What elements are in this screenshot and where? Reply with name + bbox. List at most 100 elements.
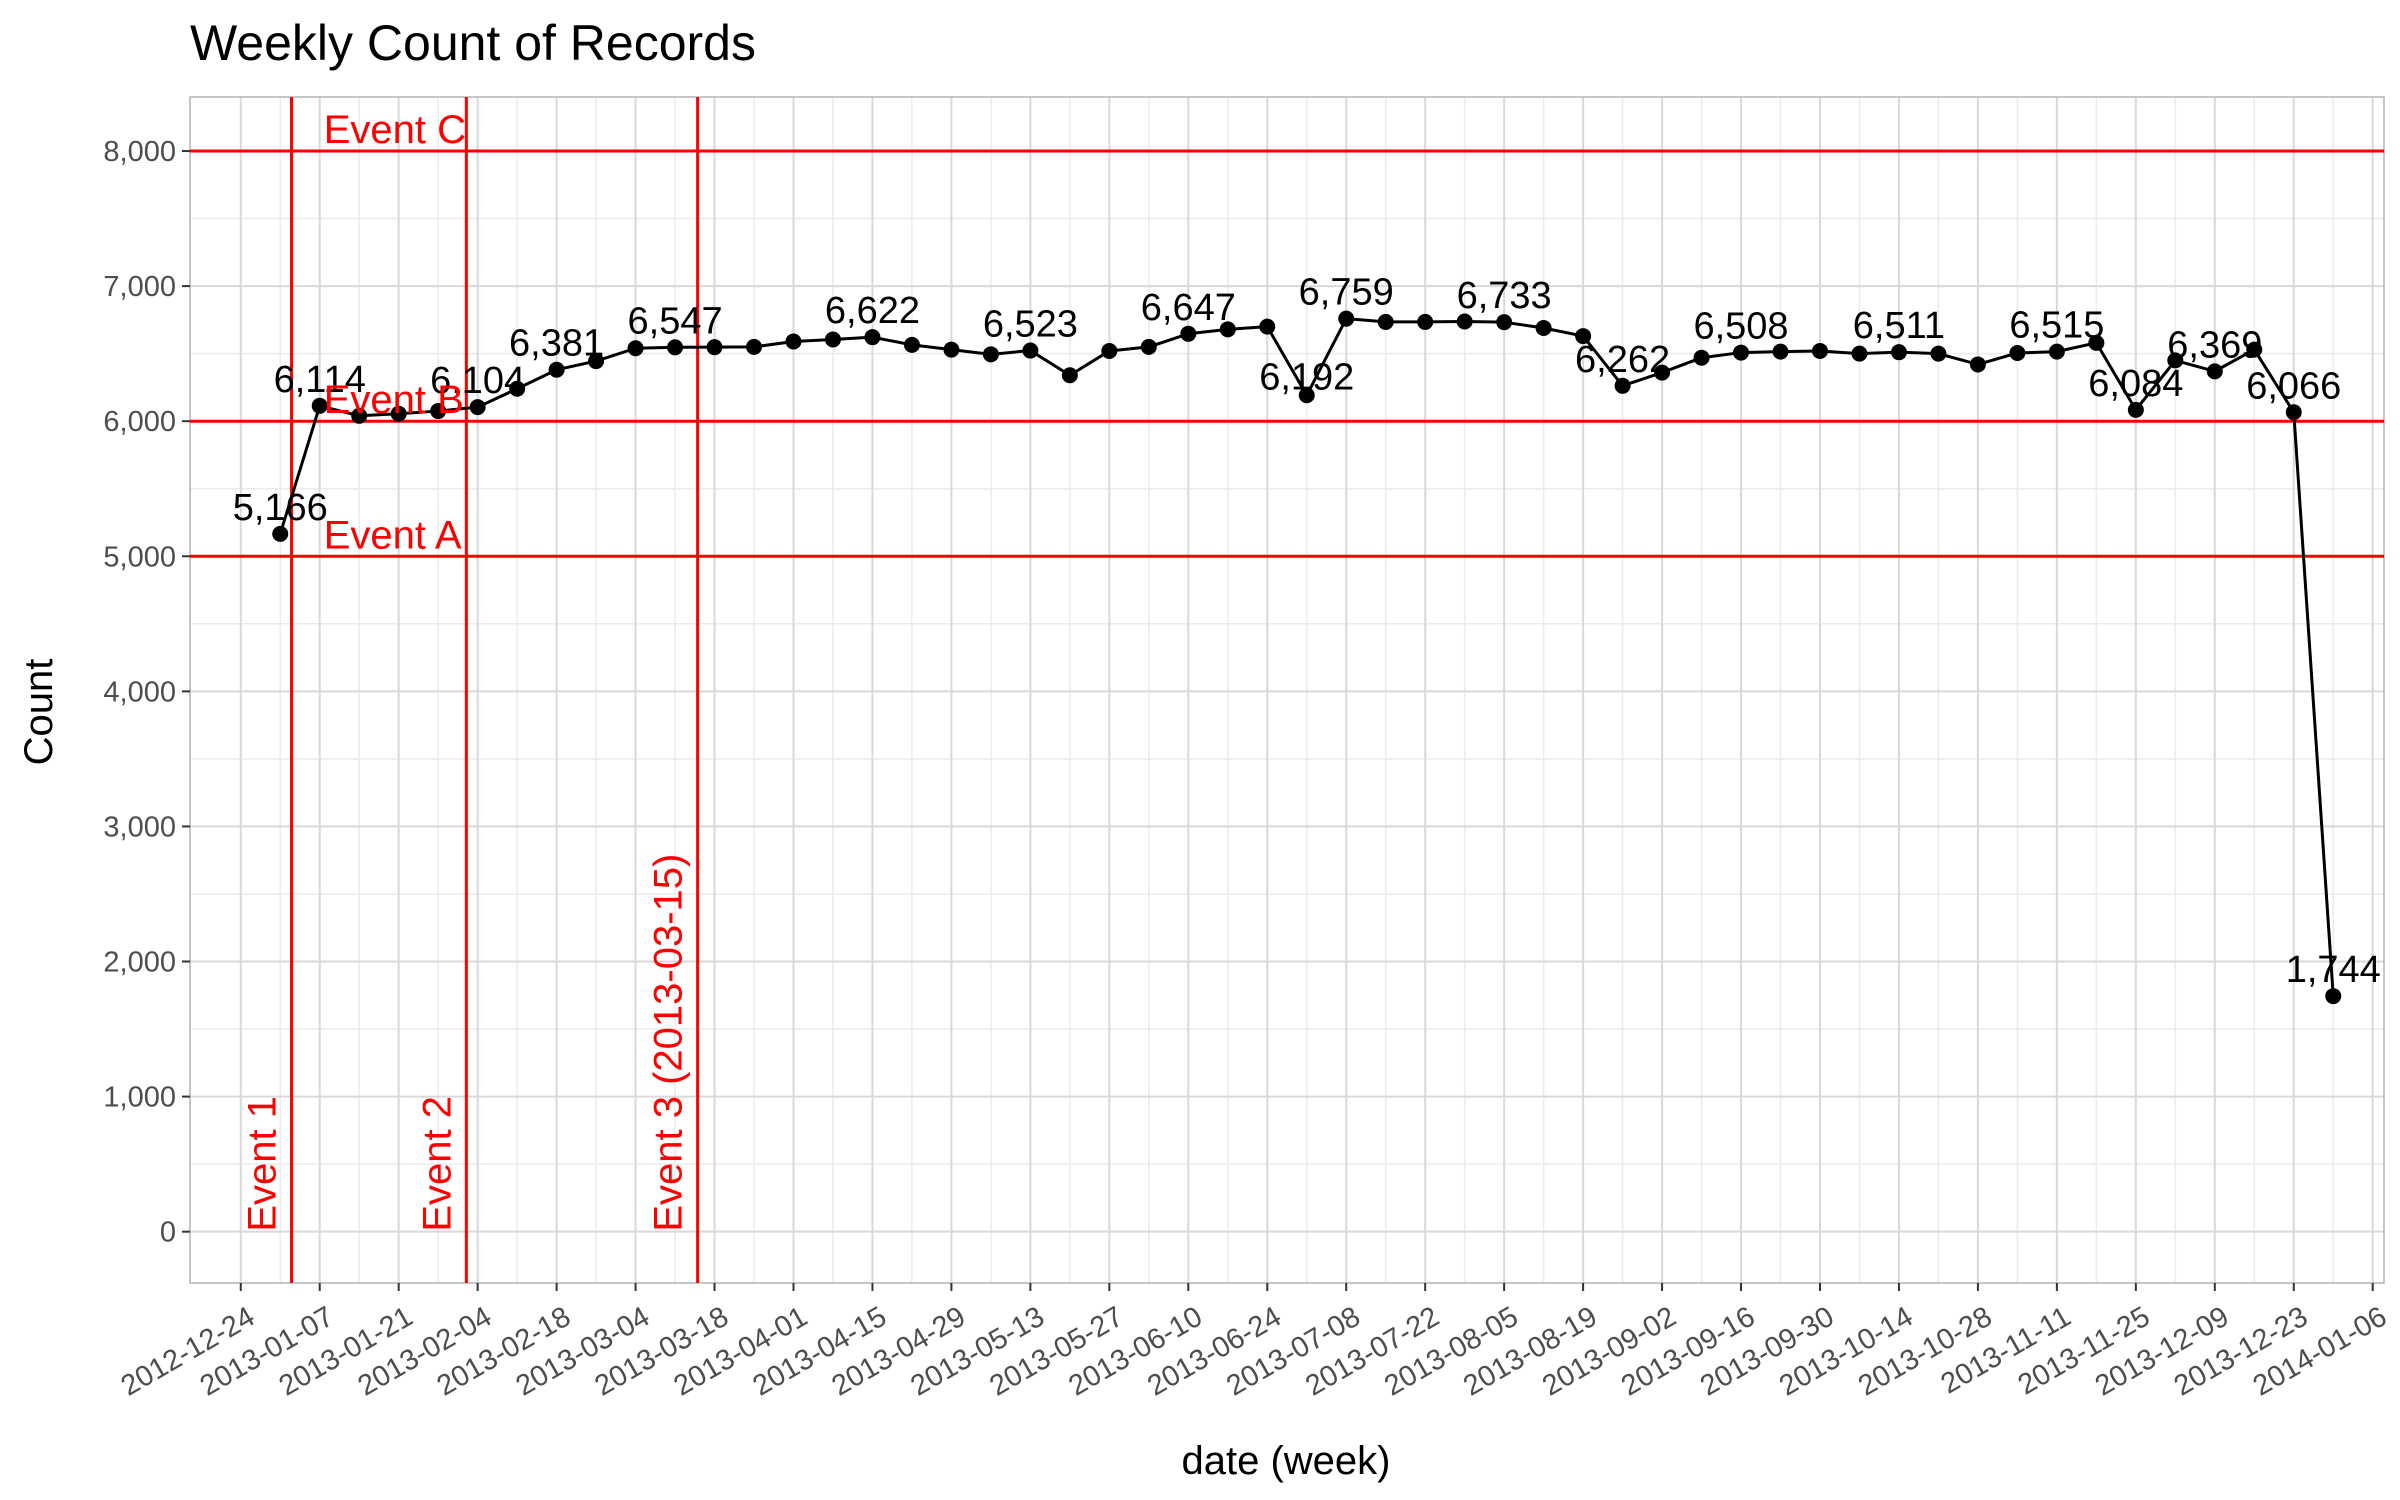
data-label: 6,511 [1853,305,1945,347]
x-axis: 2012-12-242013-01-072013-01-212013-02-04… [116,1283,2392,1403]
data-point [2246,341,2263,358]
major-grid [190,97,2384,1283]
data-point [2048,343,2065,360]
data-point [1259,318,1276,335]
data-point [1535,319,1552,336]
y-tick-label: 5,000 [103,541,176,573]
data-label: 6,104 [430,360,525,402]
reference-labels: Event C Event B Event A Event 1 Event 2 Event… [241,108,691,1232]
y-tick-label: 6,000 [103,406,176,438]
data-label: 6,759 [1299,272,1394,314]
data-label: 6,381 [509,323,604,365]
data-point [1140,338,1157,355]
data-point [824,331,841,348]
data-point [2009,344,2026,361]
plot-panel [189,96,2385,1284]
data-point [1851,345,1868,362]
data-label: 6,547 [628,300,723,342]
data-point [667,339,684,356]
y-axis-title: Count [17,659,61,766]
data-point [1022,342,1039,359]
data-point [1377,313,1394,330]
data-point [548,361,565,378]
reference-hline-label: Event B [324,378,464,422]
data-point [469,399,486,416]
data-label: 6,647 [1141,287,1236,329]
data-point [272,525,289,542]
data-point [864,329,881,346]
y-tick-label: 2,000 [103,947,176,979]
reference-lines [190,97,2384,1283]
chart-title: Weekly Count of Records [190,15,756,71]
data-point [509,380,526,397]
data-point [1338,310,1355,327]
data-label: 6,066 [2246,365,2341,407]
reference-vline-label: Event 2 [415,1096,459,1232]
data-point [1456,313,1473,330]
data-point [1614,377,1631,394]
y-tick-label: 8,000 [103,136,176,168]
data-label: 6,369 [2167,324,2262,366]
data-point [2088,334,2105,351]
data-label: 6,084 [2088,363,2183,405]
data-point [2285,404,2302,421]
data-label: 6,262 [1575,339,1670,381]
data-point [2167,352,2184,369]
data-point [1061,367,1078,384]
data-point [311,397,328,414]
data-point [1219,321,1236,338]
data-point [1772,343,1789,360]
data-point [903,336,920,353]
data-point [1417,313,1434,330]
reference-vline-label: Event 1 [241,1096,285,1232]
data-label: 6,515 [2009,305,2104,347]
data-point [1969,356,1986,373]
data-label: 6,114 [274,359,366,401]
data-point [1693,349,1710,366]
reference-vline-label: Event 3 (2013-03-15) [647,854,691,1232]
minor-grid [190,97,2384,1283]
data-point [1654,364,1671,381]
data-point [627,340,644,357]
data-label: 6,622 [825,290,920,332]
data-point [706,339,723,356]
data-point [2206,363,2223,380]
data-point [1733,344,1750,361]
data-point [1496,314,1513,331]
y-tick-label: 4,000 [103,676,176,708]
data-point [1298,387,1315,404]
data-point [1180,325,1197,342]
data-point [1890,344,1907,361]
data-point [430,403,447,420]
data-label: 6,192 [1259,356,1354,398]
data-point [390,405,407,422]
y-axis: 0 1,000 2,000 3,000 4,000 5,000 6,000 7,000 8,00… [103,136,190,1249]
y-tick-label: 1,000 [103,1082,176,1114]
reference-hline-label: Event C [324,108,466,152]
series [272,310,2342,1005]
data-point [982,346,999,363]
data-point [2127,401,2144,418]
y-tick-label: 7,000 [103,271,176,303]
y-tick-label: 0 [160,1217,176,1249]
data-point [943,341,960,358]
data-point [1575,328,1592,345]
data-label: 5,166 [233,487,328,529]
data-point [351,407,368,424]
data-label: 6,733 [1457,275,1552,317]
data-label: 6,508 [1693,306,1788,348]
reference-hline-label: Event A [324,513,462,557]
data-point [588,353,605,370]
x-axis-title: date (week) [1182,1439,1391,1483]
data-point [2325,988,2342,1005]
data-point [785,333,802,350]
data-label: 1,744 [2286,949,2381,991]
data-point [1101,342,1118,359]
data-point [1811,342,1828,359]
y-tick-label: 3,000 [103,811,176,843]
data-point [1930,345,1947,362]
data-label: 6,523 [983,304,1078,346]
data-point [746,338,763,355]
